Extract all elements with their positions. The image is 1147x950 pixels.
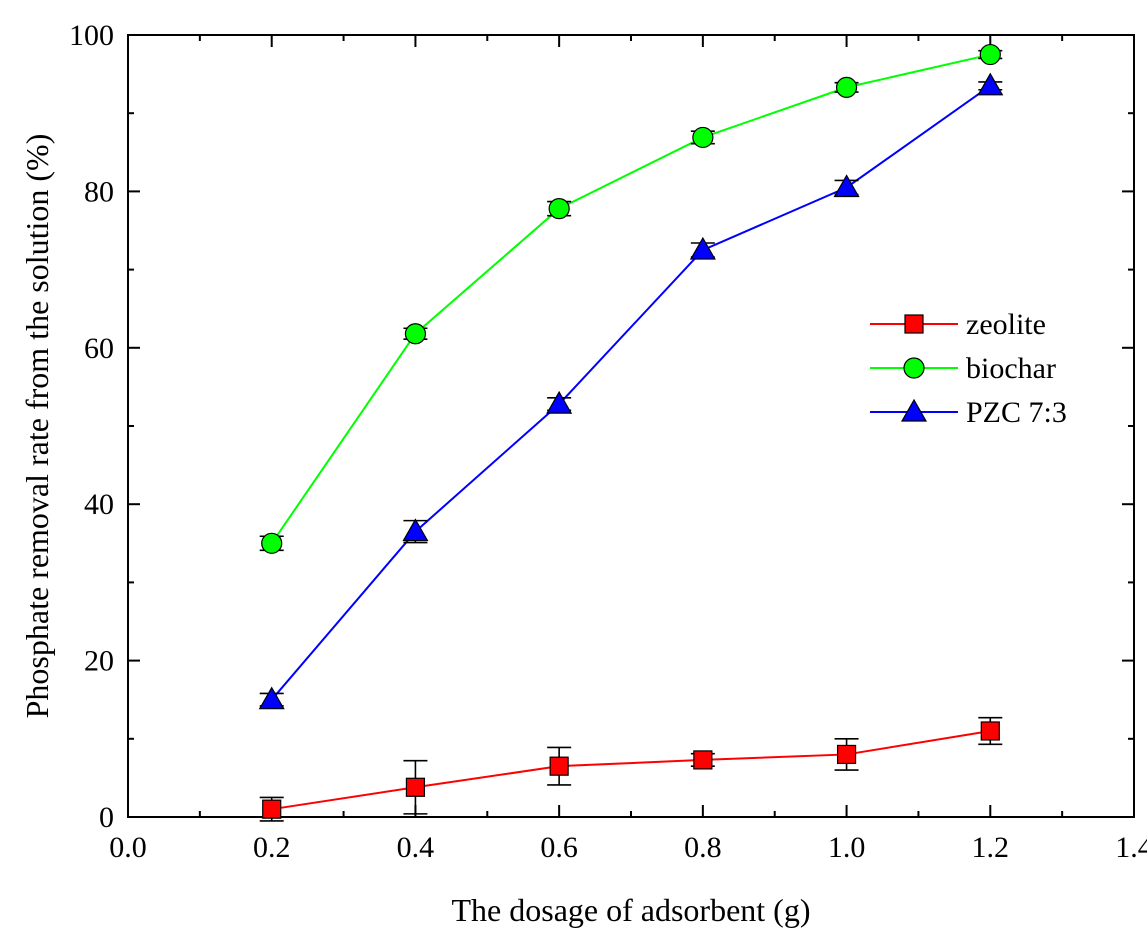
biochar-point [261, 532, 283, 554]
y-tick-label: 40 [84, 488, 114, 521]
y-tick-label: 20 [84, 645, 114, 678]
y-tick-label: 80 [84, 175, 114, 208]
legend-label: biochar [966, 352, 1056, 385]
x-tick-label: 1.2 [972, 831, 1010, 864]
zeolite-point [980, 721, 1000, 741]
x-axis-title: The dosage of adsorbent (g) [452, 892, 811, 928]
pzc-7-3-point [546, 390, 573, 414]
series-pzc-7-3 [258, 72, 1004, 710]
series-biochar [259, 43, 1003, 554]
legend-marker [903, 357, 925, 379]
biochar-line [270, 53, 991, 544]
zeolite-point [405, 777, 426, 797]
legend-label: zeolite [966, 308, 1046, 341]
zeolite-line [271, 729, 991, 811]
x-tick-label: 0.8 [684, 831, 722, 864]
y-tick-label: 0 [99, 801, 114, 834]
legend-marker [900, 398, 928, 422]
legend-marker [904, 314, 924, 334]
legend-item-zeolite: zeolite [870, 308, 1046, 341]
x-tick-label: 0.2 [253, 831, 291, 864]
legend-label: PZC 7:3 [966, 396, 1067, 429]
x-tick-label: 1.0 [828, 831, 866, 864]
zeolite-point [836, 744, 857, 765]
x-tick-label: 0.6 [540, 831, 578, 864]
series-layer [258, 43, 1004, 822]
biochar-point [548, 198, 570, 220]
biochar-point [979, 43, 1001, 66]
pzc-7-3-point [258, 686, 285, 710]
legend-item-biochar: biochar [870, 352, 1056, 385]
pzc-7-3-line [270, 85, 991, 701]
legend-item-pzc-7-3: PZC 7:3 [870, 396, 1067, 429]
pzc-7-3-point [833, 174, 860, 198]
x-tick-label: 1.4 [1115, 831, 1147, 864]
axis-ticks: 0.0 0.2 0.4 0.6 0.8 1.0 1.2 1.4 0 20 40 60 80 100 [69, 19, 1147, 864]
zeolite-point [549, 756, 569, 776]
zeolite-point [262, 799, 282, 819]
biochar-point [404, 323, 427, 345]
zeolite-point [693, 750, 713, 770]
pzc-7-3-point [689, 236, 716, 260]
pzc-7-3-point [977, 72, 1004, 96]
biochar-point [692, 126, 714, 149]
y-tick-label: 100 [69, 19, 114, 52]
pzc-7-3-point [402, 518, 429, 542]
biochar-point [835, 76, 858, 98]
x-tick-label: 0.0 [109, 831, 147, 864]
y-axis-title: Phosphate removal rate from the solution… [19, 134, 55, 719]
x-tick-label: 0.4 [397, 831, 435, 864]
y-tick-label: 60 [84, 332, 114, 365]
legend: zeolite biochar PZC 7:3 [870, 308, 1067, 429]
series-zeolite [259, 716, 1003, 822]
